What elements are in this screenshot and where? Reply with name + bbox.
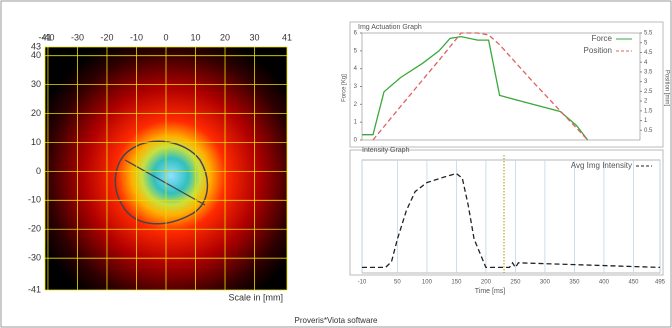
y2-tick-label: 5 xyxy=(644,40,648,46)
x-tick-label: 20 xyxy=(220,32,230,42)
x-axis-label: Time [ms] xyxy=(475,288,506,295)
chart-title: Img Actuation Graph xyxy=(358,24,422,31)
y2-tick-label: 1.5 xyxy=(644,108,653,114)
x-tick-label: 100 xyxy=(422,280,433,286)
page: Scale in [mm] Img Actuation Graph Force … xyxy=(0,0,672,328)
x-tick-label: 495 xyxy=(655,280,666,286)
legend-label: Force xyxy=(592,34,613,43)
x-tick-label: 0 xyxy=(163,32,168,42)
x-tick-label: 250 xyxy=(510,280,521,286)
legend-label: Position xyxy=(584,46,612,55)
y2-tick-label: 5.5 xyxy=(644,31,653,37)
x-tick-label: 150 xyxy=(451,280,462,286)
y-tick-label: 2 xyxy=(354,102,358,108)
y2-tick-label: 1 xyxy=(644,118,648,124)
y-axis-label: Force [Kg] xyxy=(342,74,348,102)
y2-tick-label: 4.5 xyxy=(644,50,653,56)
x-tick-label: 200 xyxy=(481,280,492,286)
footer: Proveris*Viota software xyxy=(295,316,379,325)
x-tick-label: 10 xyxy=(191,32,201,42)
x-axis-label: Scale in [mm] xyxy=(228,292,283,302)
y2-tick-label: 3 xyxy=(644,79,648,85)
screen: Scale in [mm] Img Actuation Graph Force … xyxy=(0,0,672,328)
x-tick-label: 30 xyxy=(250,32,260,42)
x-tick-label: -20 xyxy=(100,32,113,42)
y-tick-label: 0 xyxy=(36,166,41,176)
series-line xyxy=(362,37,588,140)
x-tick-label: 300 xyxy=(540,280,551,286)
x-tick-label: 400 xyxy=(599,280,610,286)
x-tick-label: 41 xyxy=(282,32,292,42)
x-tick-label: 350 xyxy=(569,280,580,286)
y-tick-label: -41 xyxy=(28,284,41,294)
y2-tick-label: 2 xyxy=(644,99,648,105)
y-tick-label: 0 xyxy=(354,138,358,144)
x-tick-label: -40 xyxy=(41,32,54,42)
y-tick-label: 1 xyxy=(354,120,358,126)
y-tick-label: 40 xyxy=(31,50,41,60)
y-tick-label: 3 xyxy=(354,84,358,90)
x-tick-label: 450 xyxy=(628,280,639,286)
x-tick-label: -10 xyxy=(130,32,143,42)
y-tick-label: -10 xyxy=(28,195,41,205)
series-line xyxy=(373,33,588,140)
y-tick-label: 4 xyxy=(354,66,358,72)
y2-tick-label: 3.5 xyxy=(644,69,653,75)
y2-axis-label: Position [mm] xyxy=(663,70,669,107)
y-tick-label: 6 xyxy=(354,31,358,37)
y-tick-label: -30 xyxy=(28,253,41,263)
y-tick-label: 10 xyxy=(31,137,41,147)
y-tick-label: 5 xyxy=(354,48,358,54)
y2-tick-label: 4 xyxy=(644,60,648,66)
y2-tick-label: 2.5 xyxy=(644,89,653,95)
x-tick-label: 50 xyxy=(394,280,401,286)
series-line xyxy=(362,174,660,268)
chart-title: Intensity Graph xyxy=(362,147,410,154)
panel xyxy=(350,22,663,147)
y-tick-label: -20 xyxy=(28,224,41,234)
y-tick-label: 30 xyxy=(31,79,41,89)
y2-tick-label: 0.5 xyxy=(644,128,653,134)
plot-area xyxy=(362,160,660,273)
x-tick-label: -30 xyxy=(71,32,84,42)
x-tick-label: -10 xyxy=(358,280,367,286)
legend-label: Avg Img Intensity xyxy=(571,161,632,170)
y-tick-label: 20 xyxy=(31,108,41,118)
